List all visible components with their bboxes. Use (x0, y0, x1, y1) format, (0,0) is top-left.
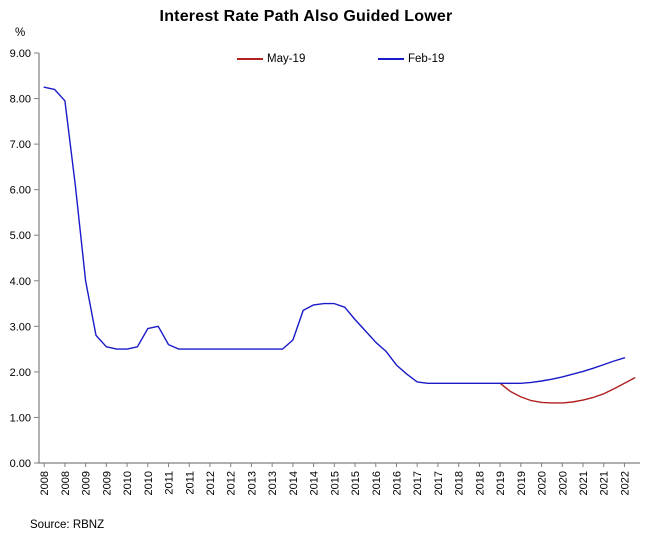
x-axis-tick-label: 2011 (184, 471, 196, 495)
x-axis-tick-label: 2019 (516, 471, 528, 495)
y-axis-tick-label: 9.00 (10, 48, 31, 60)
x-axis-tick-label: 2009 (81, 471, 93, 495)
y-axis-tick-label: 6.00 (10, 185, 31, 197)
y-axis-tick-label: 3.00 (10, 321, 31, 333)
x-axis-tick-label: 2014 (309, 471, 321, 495)
x-axis-tick-label: 2021 (578, 471, 590, 495)
legend-label-may-19: May-19 (267, 53, 306, 65)
x-axis-tick-label: 2008 (60, 471, 72, 495)
y-axis-unit-label: % (15, 27, 26, 39)
x-axis-tick-label: 2015 (350, 471, 362, 495)
x-axis-tick-label: 2010 (143, 471, 155, 495)
x-axis-tick-label: 2012 (205, 471, 217, 495)
x-axis-tick-label: 2020 (537, 471, 549, 495)
axes (38, 53, 640, 464)
y-axis-tick-label: 8.00 (10, 94, 31, 106)
x-axis-tick-label: 2021 (599, 471, 611, 495)
legend-item-feb-19: Feb-19 (378, 53, 444, 65)
y-axis-tick-label: 5.00 (10, 230, 31, 242)
chart-title: Interest Rate Path Also Guided Lower (159, 8, 453, 25)
y-axis-tick-label: 0.00 (10, 458, 31, 470)
x-axis-tick-label: 2015 (329, 471, 341, 495)
series-line-may-19 (499, 377, 636, 404)
x-axis-tick-label: 2022 (619, 471, 631, 495)
series-line-feb-19 (43, 86, 626, 384)
x-axis-tick-label: 2018 (454, 471, 466, 495)
x-axis-tick-label: 2011 (164, 471, 176, 495)
legend-label-feb-19: Feb-19 (408, 53, 445, 65)
x-axis-tick-label: 2017 (412, 471, 424, 495)
x-axis-tick-label: 2013 (246, 471, 258, 495)
x-axis-tick-label: 2017 (433, 471, 445, 495)
x-axis-tick-label: 2020 (557, 471, 569, 495)
y-axis-tick-label: 1.00 (10, 412, 31, 424)
source-note: Source: RBNZ (30, 519, 105, 531)
x-axis-tick-label: 2014 (288, 471, 300, 495)
x-axis-tick-label: 2010 (122, 471, 134, 495)
y-axis-tick-label: 2.00 (10, 367, 31, 379)
x-axis-tick-label: 2013 (267, 471, 279, 495)
y-axis-tick-label: 7.00 (10, 139, 31, 151)
x-axis-tick-label: 2012 (226, 471, 238, 495)
x-axis-tick-label: 2019 (495, 471, 507, 495)
x-axis-tick-label: 2008 (39, 471, 51, 495)
legend-item-may-19: May-19 (237, 53, 305, 65)
legend-line-sample-may-19 (237, 58, 263, 60)
x-axis-tick-label: 2009 (101, 471, 113, 495)
y-axis-tick-label: 4.00 (10, 276, 31, 288)
x-axis-tick-label: 2018 (474, 471, 486, 495)
legend-line-sample-feb-19 (378, 58, 404, 60)
x-axis-tick-label: 2016 (371, 471, 383, 495)
x-axis-tick-label: 2016 (391, 471, 403, 495)
